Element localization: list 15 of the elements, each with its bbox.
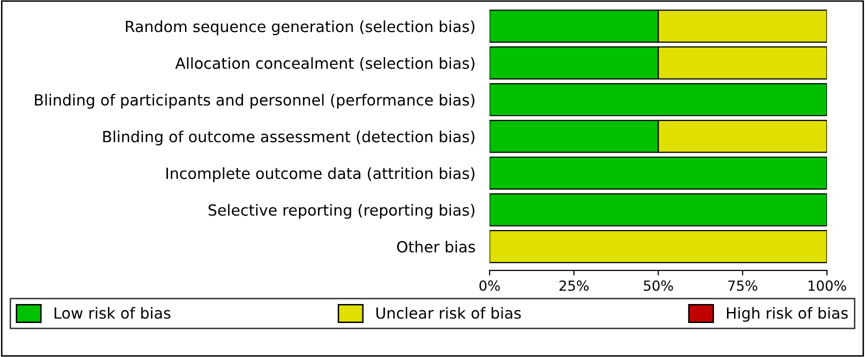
x-tick-label: 75% [728, 280, 758, 291]
y-tick-label: Blinding of outcome assessment (detection bias) [103, 130, 474, 146]
y-tick-label: Random sequence generation (selection bias) [126, 20, 474, 36]
x-tick-label: 50% [644, 280, 673, 291]
y-tick-label: Selective reporting (reporting bias) [208, 204, 474, 219]
legend-label: High risk of bias [727, 306, 848, 322]
y-tick-label: Other bias [397, 240, 475, 253]
x-tick-label: 100% [808, 280, 846, 291]
y-tick-label: Incomplete outcome data (attrition bias) [166, 167, 474, 182]
y-tick-label: Blinding of participants and personnel (performance bias) [34, 94, 474, 109]
legend-label: Low risk of bias [54, 306, 170, 319]
x-tick-label: 0% [479, 280, 500, 291]
y-tick-label: Allocation concealment (selection bias) [175, 57, 474, 71]
legend-label: Unclear risk of bias [376, 306, 521, 319]
x-tick-label: 25% [560, 280, 589, 291]
